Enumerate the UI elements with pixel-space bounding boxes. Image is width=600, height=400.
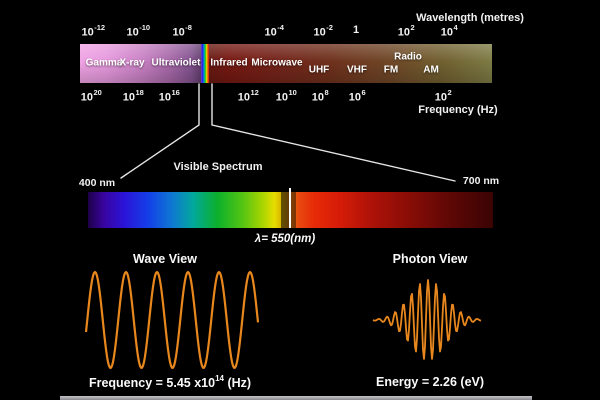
wavelength-tick: 10-4 xyxy=(264,23,284,39)
frequency-axis-title: Frequency (Hz) xyxy=(418,104,498,116)
visible-spectrum-title: Visible Spectrum xyxy=(173,161,263,173)
visible-max-wavelength-label: 700 nm xyxy=(462,175,500,187)
band-label-radio: Radio xyxy=(394,51,422,63)
frequency-tick: 1010 xyxy=(275,88,297,104)
band-label-ultraviolet: Ultraviolet xyxy=(151,57,201,69)
visible-light-slice xyxy=(201,44,209,83)
wave-view-title: Wave View xyxy=(133,252,197,266)
em-spectrum-band xyxy=(80,44,492,83)
frequency-tick: 1016 xyxy=(158,88,180,104)
selected-wavelength-label: λ= 550(nm) xyxy=(254,233,316,245)
marker-shadow-right xyxy=(291,192,296,228)
wavelength-axis-ticks: 10-12 10-10 10-8 10-4 10-2 1 102 104 xyxy=(0,23,600,39)
wavelength-tick: 104 xyxy=(440,23,458,39)
band-label-microwave: Microwave xyxy=(251,57,303,69)
frequency-tick: 1020 xyxy=(80,88,102,104)
frequency-tick: 102 xyxy=(434,88,452,104)
frequency-tick: 1018 xyxy=(122,88,144,104)
band-label-infrared: Infrared xyxy=(210,57,248,69)
frequency-readout-text: Frequency = 5.45 x10 xyxy=(88,376,216,391)
wave-sine-curve xyxy=(84,270,260,369)
frequency-readout: Frequency = 5.45 x1014 (Hz) xyxy=(88,374,252,391)
band-label-am: AM xyxy=(423,64,439,76)
wavelength-axis-title: Wavelength (metres) xyxy=(416,12,524,24)
frequency-readout-exponent: 14 xyxy=(215,374,224,383)
scrubber-bar[interactable] xyxy=(60,396,532,400)
photon-wavepacket-curve xyxy=(372,279,482,360)
frequency-tick: 106 xyxy=(348,88,366,104)
band-label-x-ray: X-ray xyxy=(119,57,145,69)
frequency-readout-unit: (Hz) xyxy=(223,376,252,391)
band-label-fm: FM xyxy=(383,64,399,76)
wavelength-marker[interactable] xyxy=(289,188,291,228)
frequency-tick: 1012 xyxy=(237,88,259,104)
frequency-tick: 108 xyxy=(311,88,329,104)
wavelength-tick: 102 xyxy=(397,23,415,39)
visible-min-wavelength-label: 400 nm xyxy=(78,177,116,189)
frequency-axis-ticks: 1020 1018 1016 1012 1010 108 106 102 xyxy=(0,88,600,104)
wavelength-tick: 1 xyxy=(352,24,360,36)
band-label-gamma: Gamma xyxy=(85,57,123,69)
wavelength-tick: 10-10 xyxy=(126,23,151,39)
wavelength-tick: 10-2 xyxy=(313,23,333,39)
marker-shadow-left xyxy=(281,192,289,228)
wavelength-tick: 10-8 xyxy=(172,23,192,39)
band-label-uhf: UHF xyxy=(308,64,330,76)
band-label-vhf: VHF xyxy=(347,64,367,76)
energy-readout: Energy = 2.26 (eV) xyxy=(375,375,485,389)
wavelength-tick: 10-12 xyxy=(81,23,106,39)
photon-view-title: Photon View xyxy=(392,252,468,266)
